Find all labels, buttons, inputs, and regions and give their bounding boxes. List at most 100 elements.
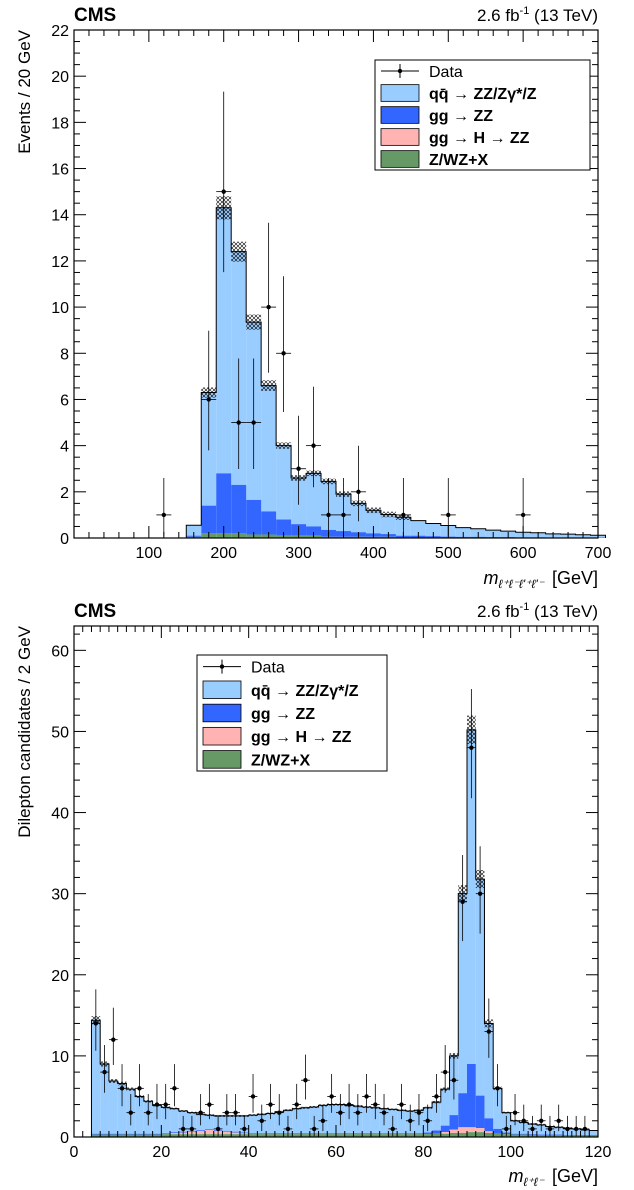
uncertainty-band [276, 442, 292, 449]
bar-qq [327, 1104, 336, 1134]
bar-qq [365, 510, 381, 534]
bar-higgs [196, 1130, 205, 1135]
data-point [469, 745, 474, 750]
bar-gg [196, 1130, 205, 1131]
uncertainty-band [301, 1106, 310, 1109]
bar-qq [205, 1115, 214, 1130]
legend-label-gg: gg → ZZ [429, 108, 493, 125]
y-axis-label: Dilepton candidates / 2 GeV [15, 625, 34, 837]
legend-label-zx: Z/WZ+X [429, 152, 488, 169]
y-tick-label: 14 [51, 208, 69, 225]
data-point [259, 1118, 264, 1123]
bar-gg [143, 1133, 153, 1135]
data-point [408, 1118, 413, 1123]
y-tick-label: 16 [51, 162, 69, 179]
uncertainty-band [187, 1111, 197, 1114]
bar-zx [510, 1134, 520, 1137]
y-axis-label: Events / 20 GeV [15, 29, 34, 153]
bar-zx [370, 1134, 380, 1137]
bar-gg [306, 526, 322, 536]
bar-gg [152, 1133, 162, 1135]
bar-zx [257, 1134, 267, 1137]
legend-label-zx: Z/WZ+X [251, 752, 310, 769]
y-tick-label: 40 [51, 806, 69, 823]
data-point [573, 1126, 579, 1132]
bar-higgs [170, 1132, 179, 1135]
bar-gg [117, 1133, 127, 1135]
bar-gg [475, 1095, 485, 1129]
bar-zx [493, 1133, 502, 1137]
bar-zx [327, 1134, 336, 1137]
bar-qq [266, 1113, 275, 1134]
lumi-label: 2.6 fb-1 (13 TeV) [477, 5, 598, 25]
data-point [547, 1126, 553, 1132]
legend-label-gg: gg → ZZ [251, 706, 315, 723]
lumi-value: 2.6 fb [477, 602, 520, 621]
bar-zx [152, 1134, 162, 1137]
x-axis-unit: [GeV] [552, 568, 598, 588]
bar-gg [510, 1133, 520, 1135]
data-point [495, 1086, 500, 1091]
y-tick-label: 20 [51, 968, 69, 985]
bar-zx [519, 1134, 529, 1137]
bar-gg [318, 1133, 328, 1135]
bar-higgs [484, 1131, 494, 1133]
bar-zx [344, 1134, 354, 1137]
data-point [504, 1126, 509, 1132]
bar-qq [380, 514, 396, 535]
bar-zx [100, 1134, 109, 1137]
x-tick-label: 60 [327, 1144, 345, 1161]
bar-qq [117, 1083, 127, 1134]
y-tick-label: 18 [51, 115, 69, 132]
data-point [281, 351, 286, 356]
bar-zx [554, 1135, 564, 1137]
bar-qq [493, 1088, 502, 1129]
bar-qq [370, 1107, 380, 1134]
x-tick-label: 120 [585, 1144, 612, 1161]
legend-swatch-gg [380, 106, 420, 124]
data-point [128, 1110, 133, 1115]
y-tick-label: 60 [51, 643, 69, 660]
bar-zx [161, 1134, 171, 1137]
bar-gg [222, 1130, 232, 1132]
bar-gg [246, 499, 262, 535]
bar-qq [248, 1115, 258, 1134]
bar-qq [410, 520, 426, 536]
bar-zx [397, 1134, 406, 1137]
bar-gg [519, 1133, 529, 1135]
bar-gg [257, 1133, 267, 1135]
bar-zx [545, 1135, 555, 1137]
data-point [296, 466, 301, 471]
bar-gg [405, 1133, 415, 1135]
bar-zx [135, 1134, 144, 1137]
data-point [399, 1102, 404, 1107]
bar-gg [201, 505, 217, 534]
uncertainty-band [309, 1105, 319, 1109]
bar-gg [205, 1129, 214, 1131]
data-point [530, 1126, 535, 1132]
bar-qq [108, 1081, 118, 1134]
bar-qq [362, 1106, 371, 1134]
data-point [451, 1078, 457, 1083]
x-axis-symbol: m [484, 568, 499, 588]
legend-swatch-qq [380, 84, 420, 102]
bar-higgs [205, 1130, 214, 1135]
y-tick-label: 2 [60, 485, 69, 502]
data-point [565, 1126, 570, 1132]
data-point [520, 512, 526, 518]
bar-zx [108, 1134, 118, 1137]
bar-qq [170, 1108, 179, 1133]
experiment-label: CMS [74, 601, 116, 622]
data-point [102, 1069, 107, 1075]
data-point [303, 1078, 308, 1083]
bar-gg [370, 1133, 380, 1135]
bar-qq [301, 1107, 310, 1134]
bar-gg [432, 1130, 441, 1134]
legend-swatch-zx [380, 150, 420, 168]
uncertainty-band [283, 1109, 293, 1112]
bar-gg [414, 1133, 424, 1135]
x-tick-label: 20 [152, 1144, 170, 1161]
bar-zx [117, 1134, 127, 1137]
data-point [215, 1126, 221, 1132]
energy-label: (13 TeV) [529, 602, 598, 621]
